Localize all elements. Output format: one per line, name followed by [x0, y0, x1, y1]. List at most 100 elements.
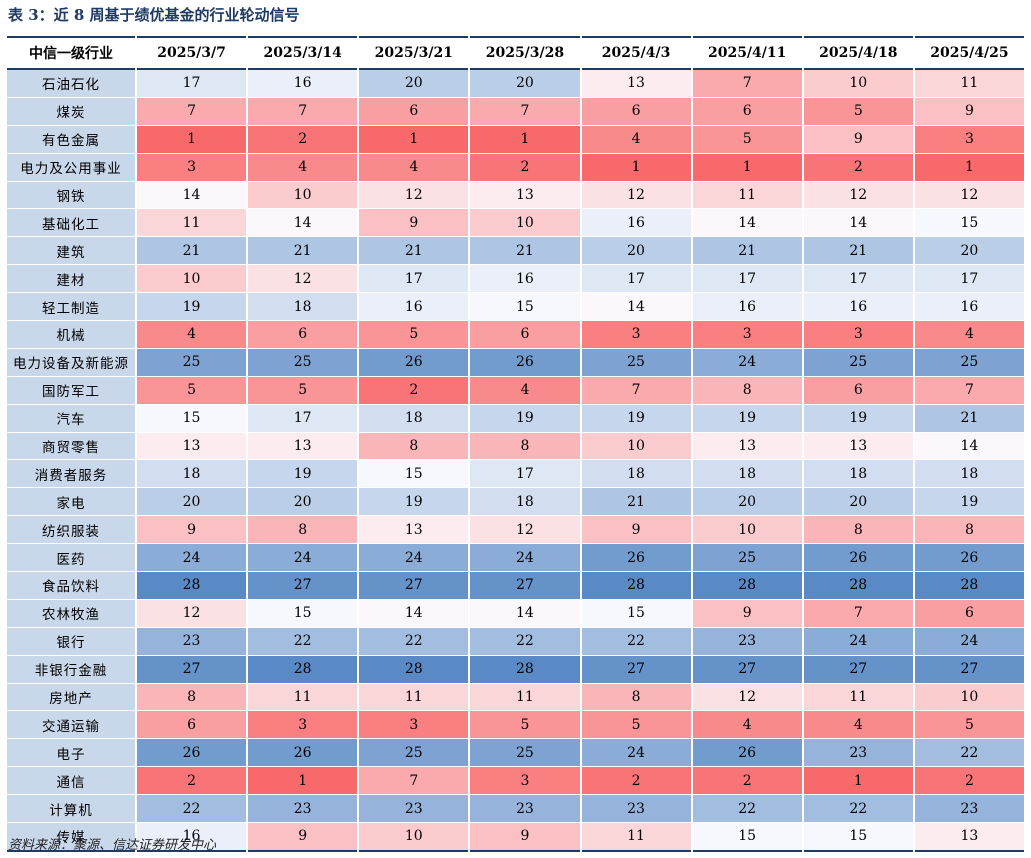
rank-cell: 17	[803, 265, 913, 294]
rank-cell: 13	[914, 823, 1024, 852]
rank-cell: 26	[248, 739, 358, 768]
rank-cell: 9	[914, 97, 1024, 126]
rank-cell: 28	[137, 572, 247, 600]
industry-name-cell: 非银行金融	[7, 655, 135, 684]
rank-cell: 7	[803, 599, 913, 628]
rank-cell: 6	[137, 711, 247, 740]
rank-cell: 10	[581, 432, 691, 461]
rank-cell: 11	[803, 683, 913, 712]
rank-cell: 15	[914, 209, 1024, 238]
rank-cell: 11	[581, 823, 691, 852]
header-date: 2025/4/25	[914, 36, 1024, 70]
rank-cell: 28	[470, 655, 580, 684]
rank-cell: 14	[248, 209, 358, 238]
rank-cell: 12	[137, 599, 247, 628]
table-row: 非银行金融 27 28 28 28 27 27 27 27	[7, 655, 1024, 684]
rank-cell: 25	[248, 348, 358, 377]
industry-name-cell: 国防军工	[7, 376, 135, 405]
rank-cell: 13	[248, 432, 358, 461]
rank-cell: 23	[581, 795, 691, 824]
table-row: 有色金属 1 2 1 1 4 5 9 3	[7, 125, 1024, 154]
rank-cell: 14	[803, 209, 913, 238]
rank-cell: 18	[692, 460, 802, 489]
rank-cell: 10	[914, 683, 1024, 712]
header-date: 2025/3/21	[359, 36, 469, 70]
rank-cell: 3	[470, 767, 580, 796]
header-date: 2025/4/3	[581, 36, 691, 70]
rank-cell: 27	[137, 655, 247, 684]
table-row: 交通运输 6 3 3 5 5 4 4 5	[7, 711, 1024, 740]
rank-cell: 3	[248, 711, 358, 740]
rank-cell: 9	[137, 516, 247, 545]
table-row: 传媒 16 9 10 9 11 15 15 13	[7, 823, 1024, 852]
rank-cell: 12	[581, 181, 691, 210]
industry-name-cell: 石油石化	[7, 70, 135, 98]
rank-cell: 11	[137, 209, 247, 238]
rank-cell: 4	[692, 711, 802, 740]
rank-cell: 20	[581, 237, 691, 266]
rank-cell: 13	[470, 181, 580, 210]
rank-cell: 1	[803, 767, 913, 796]
rank-cell: 24	[359, 544, 469, 573]
rank-cell: 16	[359, 293, 469, 322]
rank-cell: 9	[470, 823, 580, 852]
rank-cell: 20	[914, 237, 1024, 266]
table-row: 电力设备及新能源 25 25 26 26 25 24 25 25	[7, 348, 1024, 377]
rank-cell: 7	[581, 376, 691, 405]
source-note: 资料来源：聚源、信达证券研发中心	[8, 838, 217, 853]
industry-name-cell: 汽车	[7, 404, 135, 433]
rank-cell: 14	[470, 599, 580, 628]
industry-name-cell: 家电	[7, 488, 135, 517]
rank-cell: 22	[692, 795, 802, 824]
header-date: 2025/3/28	[470, 36, 580, 70]
rank-cell: 10	[692, 516, 802, 545]
header-row: 中信一级行业 2025/3/7 2025/3/14 2025/3/21 2025…	[7, 36, 1024, 70]
rank-cell: 23	[914, 795, 1024, 824]
rank-cell: 8	[581, 683, 691, 712]
rank-cell: 2	[581, 767, 691, 796]
rank-cell: 8	[692, 376, 802, 405]
rank-cell: 19	[470, 404, 580, 433]
rank-cell: 18	[914, 460, 1024, 489]
rank-cell: 1	[359, 125, 469, 154]
rank-cell: 7	[137, 97, 247, 126]
rank-cell: 28	[803, 572, 913, 600]
industry-name-cell: 房地产	[7, 683, 135, 712]
rank-cell: 1	[137, 125, 247, 154]
rank-cell: 6	[248, 321, 358, 349]
rank-cell: 17	[692, 265, 802, 294]
rank-cell: 18	[248, 293, 358, 322]
rank-cell: 3	[692, 321, 802, 349]
industry-name-cell: 食品饮料	[7, 572, 135, 600]
industry-name-cell: 机械	[7, 321, 135, 349]
table-row: 银行 23 22 22 22 22 23 24 24	[7, 627, 1024, 656]
rank-cell: 13	[137, 432, 247, 461]
rank-cell: 20	[359, 70, 469, 98]
rank-cell: 1	[692, 153, 802, 182]
rank-cell: 2	[359, 376, 469, 405]
rank-cell: 19	[137, 293, 247, 322]
table-row: 家电 20 20 19 18 21 20 20 19	[7, 488, 1024, 517]
rank-cell: 27	[359, 572, 469, 600]
rank-cell: 10	[803, 70, 913, 98]
rank-cell: 8	[359, 432, 469, 461]
table-row: 电子 26 26 25 25 24 26 23 22	[7, 739, 1024, 768]
rank-cell: 3	[137, 153, 247, 182]
rank-cell: 13	[692, 432, 802, 461]
industry-name-cell: 电子	[7, 739, 135, 768]
table-row: 石油石化 17 16 20 20 13 7 10 11	[7, 70, 1024, 98]
table-row: 计算机 22 23 23 23 23 22 22 23	[7, 795, 1024, 824]
rank-cell: 22	[581, 627, 691, 656]
rank-cell: 14	[137, 181, 247, 210]
rank-cell: 7	[692, 70, 802, 98]
industry-name-cell: 交通运输	[7, 711, 135, 740]
rank-cell: 24	[803, 627, 913, 656]
table-row: 消费者服务 18 19 15 17 18 18 18 18	[7, 460, 1024, 489]
rank-cell: 19	[803, 404, 913, 433]
industry-name-cell: 有色金属	[7, 125, 135, 154]
rank-cell: 18	[803, 460, 913, 489]
table-row: 煤炭 7 7 6 7 6 6 5 9	[7, 97, 1024, 126]
table-row: 医药 24 24 24 24 26 25 26 26	[7, 544, 1024, 573]
table-row: 国防军工 5 5 2 4 7 8 6 7	[7, 376, 1024, 405]
rank-cell: 4	[359, 153, 469, 182]
